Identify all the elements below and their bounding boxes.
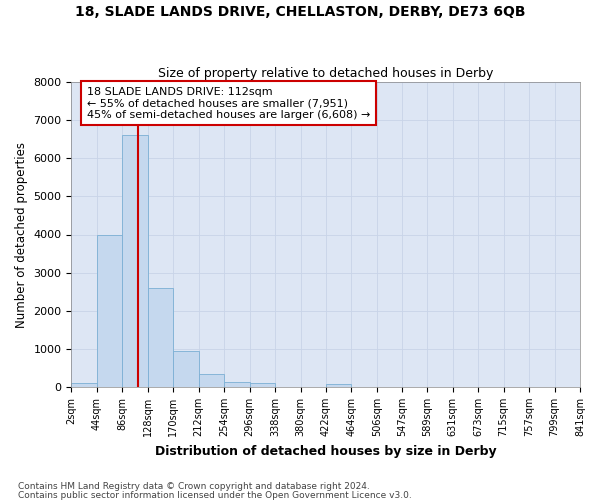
Title: Size of property relative to detached houses in Derby: Size of property relative to detached ho… [158, 66, 493, 80]
Bar [122, 136, 148, 387]
Bar [199, 374, 224, 387]
Bar [173, 350, 199, 387]
Text: Contains public sector information licensed under the Open Government Licence v3: Contains public sector information licen… [18, 490, 412, 500]
Bar [326, 384, 352, 387]
Bar [250, 383, 275, 387]
Text: 18 SLADE LANDS DRIVE: 112sqm
← 55% of detached houses are smaller (7,951)
45% of: 18 SLADE LANDS DRIVE: 112sqm ← 55% of de… [86, 86, 370, 120]
Y-axis label: Number of detached properties: Number of detached properties [15, 142, 28, 328]
Bar [97, 234, 122, 387]
Text: Contains HM Land Registry data © Crown copyright and database right 2024.: Contains HM Land Registry data © Crown c… [18, 482, 370, 491]
Bar [71, 383, 97, 387]
Bar [224, 382, 250, 387]
Text: 18, SLADE LANDS DRIVE, CHELLASTON, DERBY, DE73 6QB: 18, SLADE LANDS DRIVE, CHELLASTON, DERBY… [75, 5, 525, 19]
X-axis label: Distribution of detached houses by size in Derby: Distribution of detached houses by size … [155, 444, 497, 458]
Bar [148, 288, 173, 387]
